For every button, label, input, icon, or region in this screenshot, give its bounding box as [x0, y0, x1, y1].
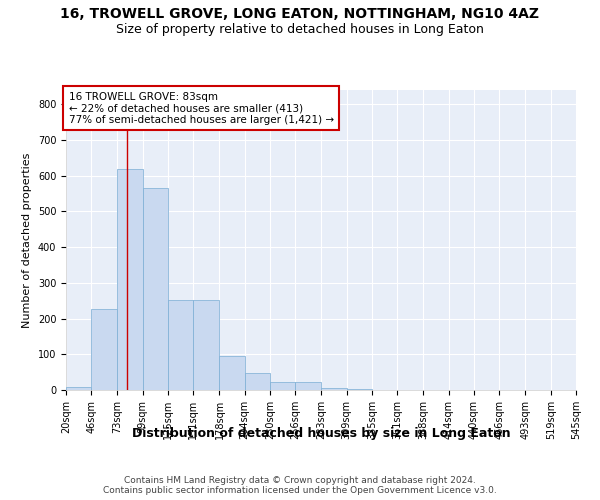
Bar: [295, 382, 320, 390]
Bar: [322, 388, 347, 390]
Text: 16 TROWELL GROVE: 83sqm
← 22% of detached houses are smaller (413)
77% of semi-d: 16 TROWELL GROVE: 83sqm ← 22% of detache…: [68, 92, 334, 124]
Text: Size of property relative to detached houses in Long Eaton: Size of property relative to detached ho…: [116, 22, 484, 36]
Bar: [91, 310, 116, 390]
Text: Contains HM Land Registry data © Crown copyright and database right 2024.
Contai: Contains HM Land Registry data © Crown c…: [103, 476, 497, 495]
Bar: [118, 169, 143, 390]
Bar: [168, 300, 193, 390]
Text: Distribution of detached houses by size in Long Eaton: Distribution of detached houses by size …: [131, 428, 511, 440]
Text: 16, TROWELL GROVE, LONG EATON, NOTTINGHAM, NG10 4AZ: 16, TROWELL GROVE, LONG EATON, NOTTINGHA…: [61, 8, 539, 22]
Bar: [193, 300, 218, 390]
Y-axis label: Number of detached properties: Number of detached properties: [22, 152, 32, 328]
Bar: [245, 373, 270, 390]
Bar: [143, 188, 168, 390]
Bar: [66, 387, 91, 390]
Bar: [220, 356, 245, 390]
Bar: [270, 382, 295, 390]
